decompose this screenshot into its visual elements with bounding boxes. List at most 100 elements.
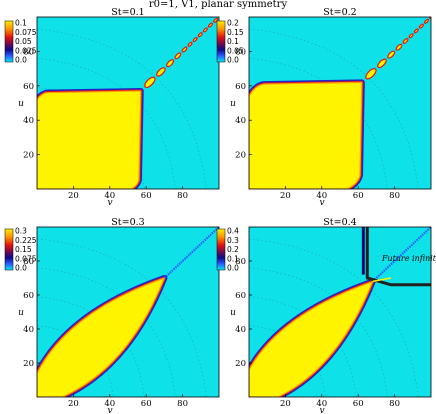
diagonal-bead: [144, 76, 156, 89]
heatmap-area: [37, 227, 219, 397]
contour-line: [37, 57, 176, 189]
colorbar-tick-label: 0.025: [15, 46, 37, 55]
colorbar-tick-label: 0.0: [227, 264, 239, 273]
x-tick-label: 20: [280, 399, 291, 409]
y-tick-label: 80: [235, 47, 246, 57]
x-tick-label: 40: [316, 191, 327, 201]
contour-line: [249, 28, 419, 189]
y-tick-label: 40: [23, 325, 34, 335]
colorbar: [4, 20, 14, 63]
y-tick-label: 60: [23, 82, 34, 92]
diagonal-bead: [402, 38, 409, 44]
diagonal-bead: [387, 50, 396, 59]
panel-3: 20 40 60 80 20 40 60 80 v u St=0.3 0.30.2250.150.07…: [4, 217, 220, 414]
y-tick-label: 60: [235, 82, 246, 92]
y-tick-label: 20: [235, 359, 246, 369]
colorbar-tick-label: 0.05: [15, 37, 32, 46]
diagonal-bead: [202, 27, 208, 33]
colorbar-tick-label: 0.0: [15, 56, 27, 65]
colorbar-tick-label: 0.225: [15, 236, 37, 245]
region-fill: [249, 81, 363, 189]
x-tick-label: 80: [177, 191, 188, 201]
diagonal-bead: [429, 17, 431, 19]
future-boundary: [372, 277, 392, 283]
panel-title: St=0.2: [323, 7, 356, 18]
x-tick-label: 20: [68, 399, 79, 409]
panel-title: St=0.4: [323, 217, 356, 228]
colorbar-tick-label: 0.3: [227, 236, 239, 245]
x-tick-label: 60: [353, 191, 364, 201]
x-tick-label: 80: [177, 399, 188, 409]
colorbar-tick-label: 0.15: [15, 245, 32, 254]
y-tick-label: 40: [23, 116, 34, 126]
colorbar-tick-label: 0.0: [15, 264, 27, 273]
heatmap-area: [249, 17, 431, 189]
panel-2: 20 40 60 80 20 40 60 80 v u St=0.2 0.20.150.10.050.…: [216, 7, 432, 208]
x-tick-label: 40: [104, 399, 115, 409]
plot-frame: [248, 16, 432, 190]
diagonal-bead: [423, 18, 429, 24]
panel-4: 20 40 60 80 20 40 60 80 v u St=0.4 Future infinity 0…: [216, 217, 436, 414]
diagonal-bead: [365, 68, 377, 80]
future-boundary: [365, 227, 431, 287]
diagonal-bead: [395, 43, 403, 51]
diagonal-bead: [207, 22, 213, 28]
x-axis-label: v: [319, 198, 324, 208]
diagonal-bead: [377, 58, 387, 69]
plot-frame: [36, 226, 220, 398]
diagonal-bead: [418, 23, 424, 29]
contour-line: [249, 238, 419, 397]
plot-frame: [248, 226, 432, 398]
x-tick-label: 20: [280, 191, 291, 201]
y-tick-label: 60: [23, 291, 34, 301]
x-tick-label: 20: [68, 191, 79, 201]
x-tick-label: 60: [141, 399, 152, 409]
x-tick-label: 60: [353, 399, 364, 409]
contour-line: [249, 57, 388, 189]
colorbar-tick-label: 0.2: [227, 19, 239, 28]
diagonal-bead: [197, 32, 203, 38]
colorbar: [216, 228, 226, 271]
colorbar-tick-label: 0.3: [15, 227, 27, 236]
diagonal-bead: [166, 59, 175, 68]
diagonal-streak: [372, 227, 431, 283]
colorbar-tick-label: 0.0: [227, 56, 239, 65]
x-tick-label: 40: [104, 191, 115, 201]
y-tick-label: 80: [23, 47, 34, 57]
panel-1: 20 40 60 80 20 40 60 80 v u St=0.1 0.10.0750.050.02…: [4, 7, 220, 208]
diagonal-bead: [187, 41, 193, 47]
contour-line: [37, 28, 207, 189]
future-infinity-label: Future infinity: [381, 254, 436, 263]
colorbar-tick-label: 0.05: [227, 46, 244, 55]
y-tick-label: 20: [235, 151, 246, 161]
y-tick-label: 20: [23, 151, 34, 161]
colorbar-tick-label: 0.4: [227, 227, 239, 236]
y-tick-label: 40: [235, 116, 246, 126]
y-tick-label: 20: [23, 359, 34, 369]
y-tick-label: 40: [235, 325, 246, 335]
colorbar-tick-label: 0.2: [227, 245, 239, 254]
colorbar-tick-label: 0.1: [227, 37, 239, 46]
y-tick-label: 80: [235, 257, 246, 267]
contour-line: [249, 267, 388, 397]
contour-line: [37, 296, 145, 397]
colorbar-tick-label: 0.1: [15, 19, 27, 28]
x-tick-label: 60: [141, 191, 152, 201]
x-axis-label: v: [319, 406, 324, 414]
contour-line: [249, 296, 357, 397]
colorbar-tick-label: 0.075: [15, 254, 37, 263]
y-axis-label: u: [230, 308, 236, 318]
heatmap-area: [37, 17, 219, 189]
diagonal-bead: [156, 67, 166, 77]
x-tick-label: 80: [389, 191, 400, 201]
plot-frame: [36, 16, 220, 190]
colorbar-tick-label: 0.15: [227, 28, 244, 37]
y-tick-label: 60: [235, 291, 246, 301]
x-tick-label: 80: [389, 399, 400, 409]
y-axis-label: u: [18, 308, 24, 318]
diagonal-bead: [413, 28, 419, 34]
colorbar-tick-label: 0.075: [15, 28, 37, 37]
diagonal-bead: [213, 17, 219, 23]
y-tick-label: 80: [23, 257, 34, 267]
